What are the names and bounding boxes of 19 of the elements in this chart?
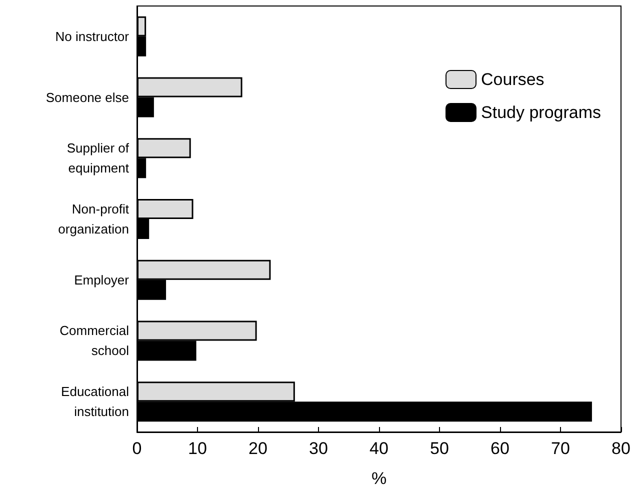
x-tick-label: 10 (188, 439, 207, 458)
x-axis-title: % (371, 469, 387, 488)
y-tick-label: Employer (74, 272, 130, 288)
x-tick-label: 80 (612, 439, 630, 458)
x-tick-label: 60 (490, 439, 510, 458)
x-tick-label: 70 (551, 439, 570, 458)
x-tick-label: 40 (370, 439, 388, 458)
y-tick-label: Someone else (46, 90, 129, 105)
y-tick-label: Supplier of equipment (66, 140, 130, 176)
y-tick-label: Educational institution (61, 384, 130, 420)
y-tick-label: Non-profit organization (58, 202, 130, 236)
y-tick-label: Commercial school (60, 323, 130, 358)
y-tick-label: No instructor (55, 28, 130, 44)
legend-label: Study programs (481, 103, 602, 122)
x-tick-label: 30 (309, 439, 328, 458)
x-tick-label: 0 (132, 439, 142, 458)
x-tick-label: 50 (430, 439, 449, 458)
legend-label: Courses (481, 70, 544, 89)
x-tick-label: 20 (248, 439, 268, 458)
